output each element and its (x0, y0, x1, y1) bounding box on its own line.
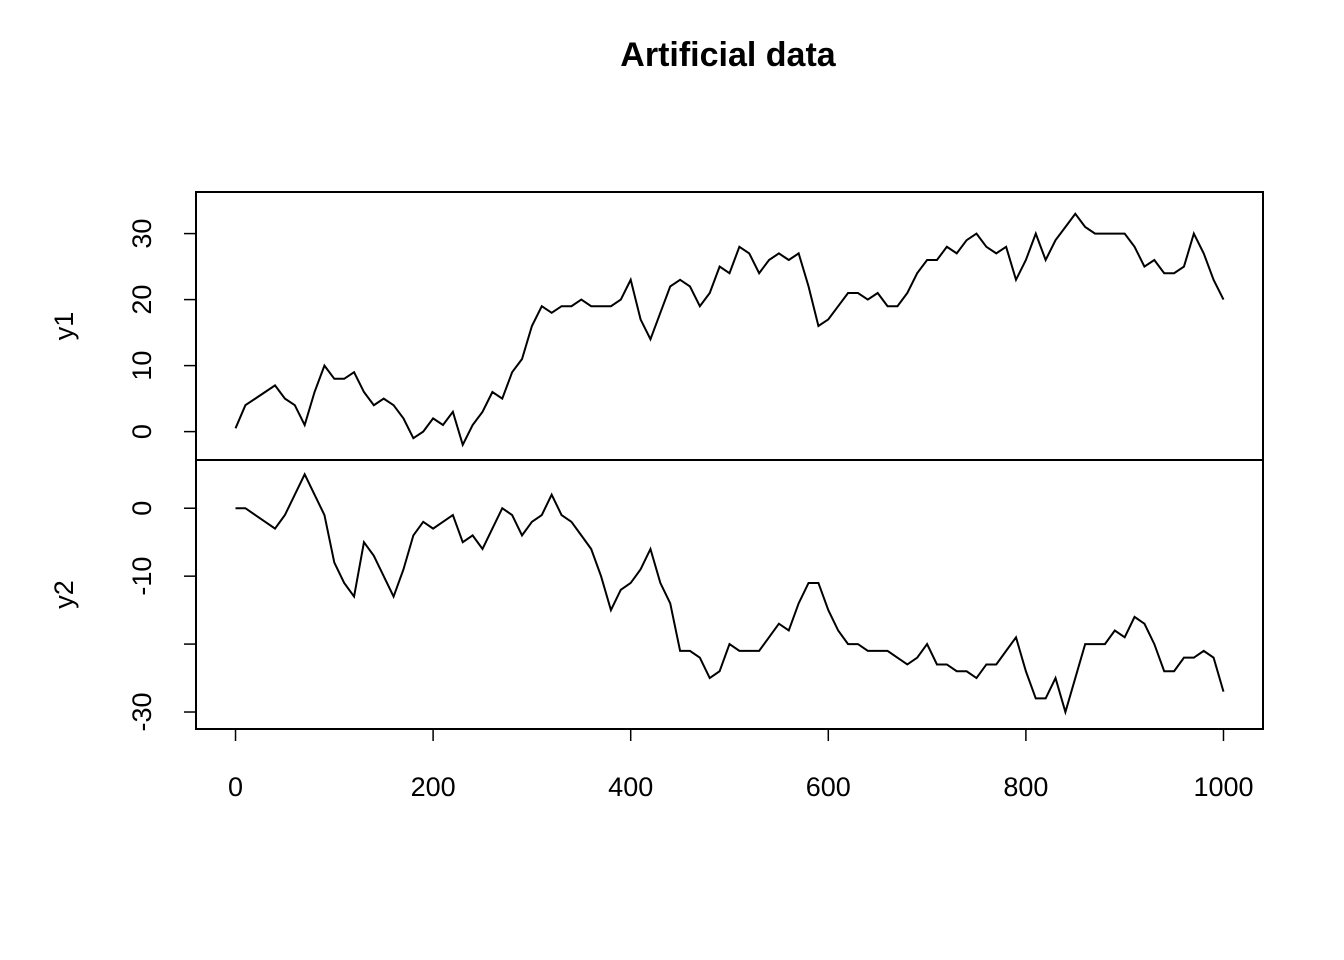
x-tick-label: 600 (806, 772, 851, 802)
series-line (235, 471, 1225, 716)
y-tick-label: 10 (127, 351, 157, 381)
y-axis-label: y2 (49, 580, 79, 609)
y-tick-label: 30 (127, 219, 157, 249)
y-tick-label: 0 (127, 501, 157, 516)
x-tick-label: 800 (1003, 772, 1048, 802)
y-tick-label: 20 (127, 285, 157, 315)
x-tick-label: 400 (608, 772, 653, 802)
y-tick-label: -10 (127, 557, 157, 596)
panel-frame (195, 459, 1264, 730)
y-tick-label: -30 (127, 693, 157, 732)
series-line (234, 212, 1225, 448)
y-tick-label: 0 (127, 424, 157, 439)
y-axis-label: y1 (49, 312, 79, 341)
chart-title: Artificial data (620, 36, 836, 74)
x-tick-label: 1000 (1193, 772, 1253, 802)
x-tick-label: 200 (411, 772, 456, 802)
x-tick-label: 0 (228, 772, 243, 802)
